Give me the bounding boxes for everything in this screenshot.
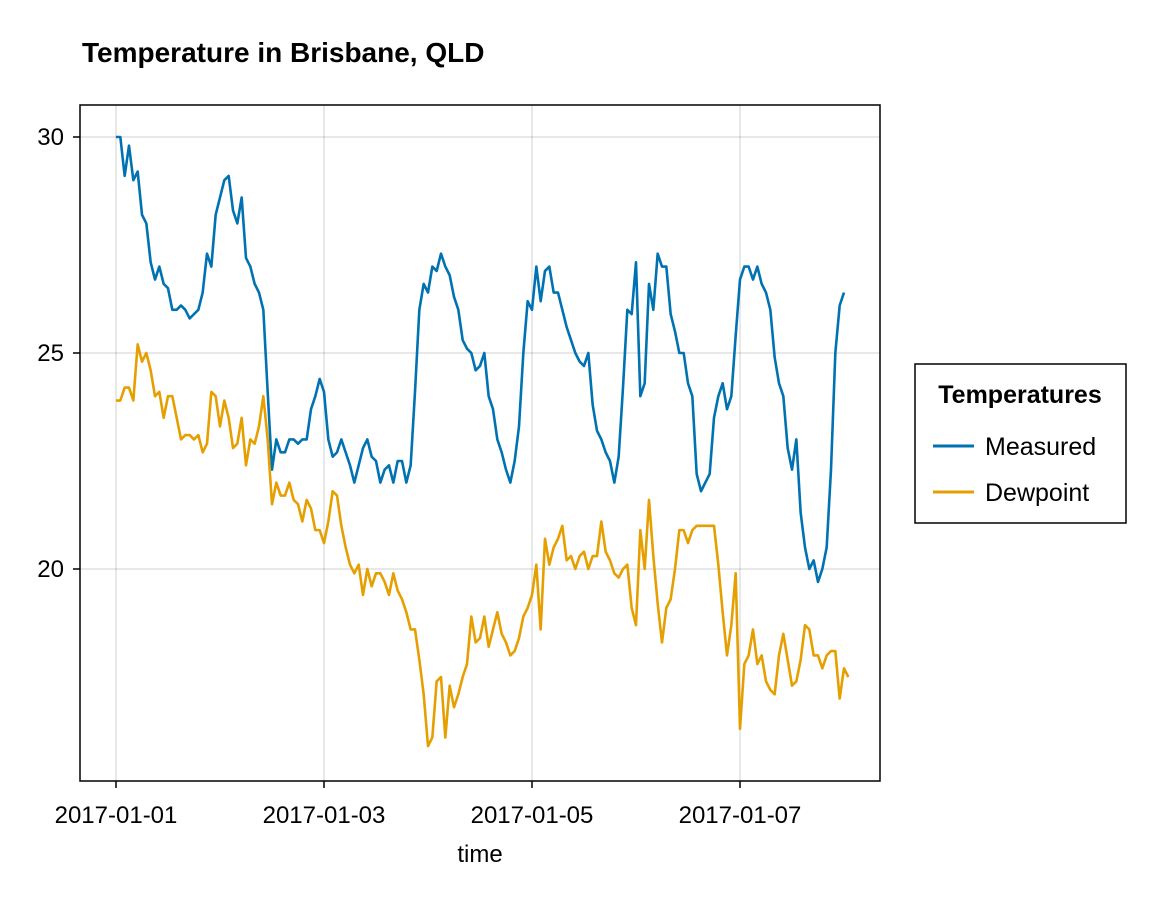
x-tick-label: 2017-01-03 <box>263 802 386 829</box>
legend-title: Temperatures <box>938 381 1102 409</box>
legend: Temperatures Measured Dewpoint <box>914 363 1127 524</box>
x-tick-label: 2017-01-07 <box>679 802 802 829</box>
legend-label-measured: Measured <box>985 433 1096 461</box>
legend-box <box>914 363 1127 524</box>
y-axis-ticks: 20 25 30 <box>37 124 80 583</box>
y-tick-label: 30 <box>37 124 64 151</box>
grid-lines <box>80 105 880 781</box>
plot-frame <box>79 104 881 782</box>
y-tick-label: 25 <box>37 340 64 367</box>
series-line-dewpoint <box>116 343 850 748</box>
series-lines <box>116 135 850 748</box>
y-tick-label: 20 <box>37 556 64 583</box>
x-tick-label: 2017-01-05 <box>471 802 594 829</box>
legend-label-dewpoint: Dewpoint <box>985 479 1089 507</box>
series-line-measured <box>116 135 846 584</box>
x-axis-label: time <box>457 841 502 868</box>
chart-title: Temperature in Brisbane, QLD <box>82 37 484 68</box>
x-tick-label: 2017-01-01 <box>55 802 178 829</box>
x-axis-ticks: 2017-01-01 2017-01-03 2017-01-05 2017-01-07 <box>55 781 802 829</box>
